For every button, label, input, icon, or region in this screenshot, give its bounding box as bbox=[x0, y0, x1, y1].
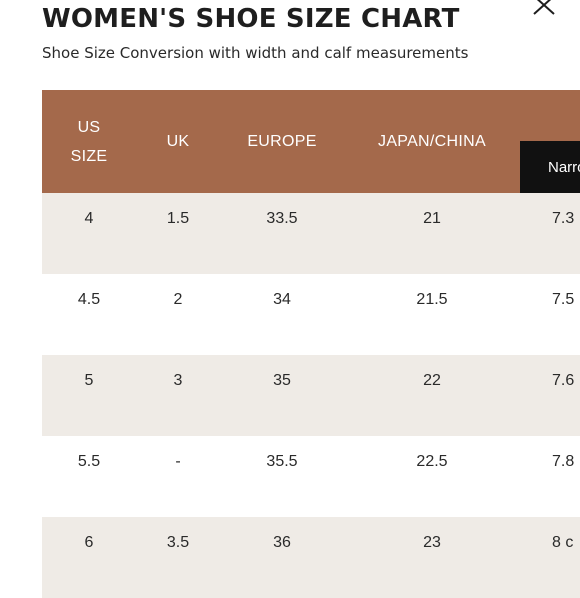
cell-uk: - bbox=[175, 453, 181, 470]
close-icon[interactable] bbox=[530, 0, 558, 18]
cell-jp: 23 bbox=[423, 534, 441, 551]
column-header-us-line1: US bbox=[77, 118, 101, 136]
tab-narrow[interactable]: Narrow bbox=[520, 141, 580, 193]
column-header-us-size: US SIZE bbox=[42, 90, 136, 193]
size-chart-table: US SIZE UK EUROPE JAPAN/CHINA Narrow 4 1.… bbox=[42, 90, 580, 598]
cell-eu: 34 bbox=[273, 291, 291, 308]
page-subtitle: Shoe Size Conversion with width and calf… bbox=[42, 44, 469, 62]
cell-narrow: 8 c bbox=[552, 534, 574, 551]
column-header-uk-label: UK bbox=[166, 133, 190, 150]
column-header-europe: EUROPE bbox=[220, 90, 344, 193]
cell-uk: 3.5 bbox=[166, 534, 190, 551]
cell-us: 5 bbox=[84, 372, 94, 389]
cell-uk: 3 bbox=[173, 372, 183, 389]
column-header-uk: UK bbox=[136, 90, 220, 193]
tab-narrow-label: Narrow bbox=[548, 158, 580, 176]
cell-eu: 33.5 bbox=[266, 210, 298, 227]
cell-eu: 35 bbox=[273, 372, 291, 389]
cell-jp: 21 bbox=[423, 210, 441, 227]
cell-us: 5.5 bbox=[77, 453, 101, 470]
column-header-japan-china-label: JAPAN/CHINA bbox=[378, 133, 486, 150]
cell-narrow: 7.5 bbox=[552, 291, 575, 308]
table-row: 5 3 35 22 7.6 bbox=[42, 355, 580, 436]
cell-us: 4 bbox=[84, 210, 94, 227]
cell-eu: 36 bbox=[273, 534, 291, 551]
cell-narrow: 7.6 bbox=[552, 372, 575, 389]
table-row: 6 3.5 36 23 8 c bbox=[42, 517, 580, 598]
table-row: 4 1.5 33.5 21 7.3 bbox=[42, 193, 580, 274]
column-header-us-line2: SIZE bbox=[70, 147, 108, 165]
table-row: 5.5 - 35.5 22.5 7.8 bbox=[42, 436, 580, 517]
table-row: 4.5 2 34 21.5 7.5 bbox=[42, 274, 580, 355]
cell-jp: 22.5 bbox=[416, 453, 448, 470]
table-header: US SIZE UK EUROPE JAPAN/CHINA Narrow bbox=[42, 90, 580, 193]
cell-narrow: 7.8 bbox=[552, 453, 575, 470]
cell-us: 6 bbox=[84, 534, 94, 551]
cell-us: 4.5 bbox=[77, 291, 101, 308]
cell-jp: 21.5 bbox=[416, 291, 448, 308]
cell-uk: 2 bbox=[173, 291, 183, 308]
column-header-europe-label: EUROPE bbox=[247, 133, 317, 150]
cell-eu: 35.5 bbox=[266, 453, 298, 470]
column-header-japan-china: JAPAN/CHINA bbox=[344, 90, 520, 193]
cell-jp: 22 bbox=[423, 372, 441, 389]
cell-uk: 1.5 bbox=[166, 210, 190, 227]
page-title: WOMEN'S SHOE SIZE CHART bbox=[42, 4, 460, 34]
cell-narrow: 7.3 bbox=[552, 210, 575, 227]
